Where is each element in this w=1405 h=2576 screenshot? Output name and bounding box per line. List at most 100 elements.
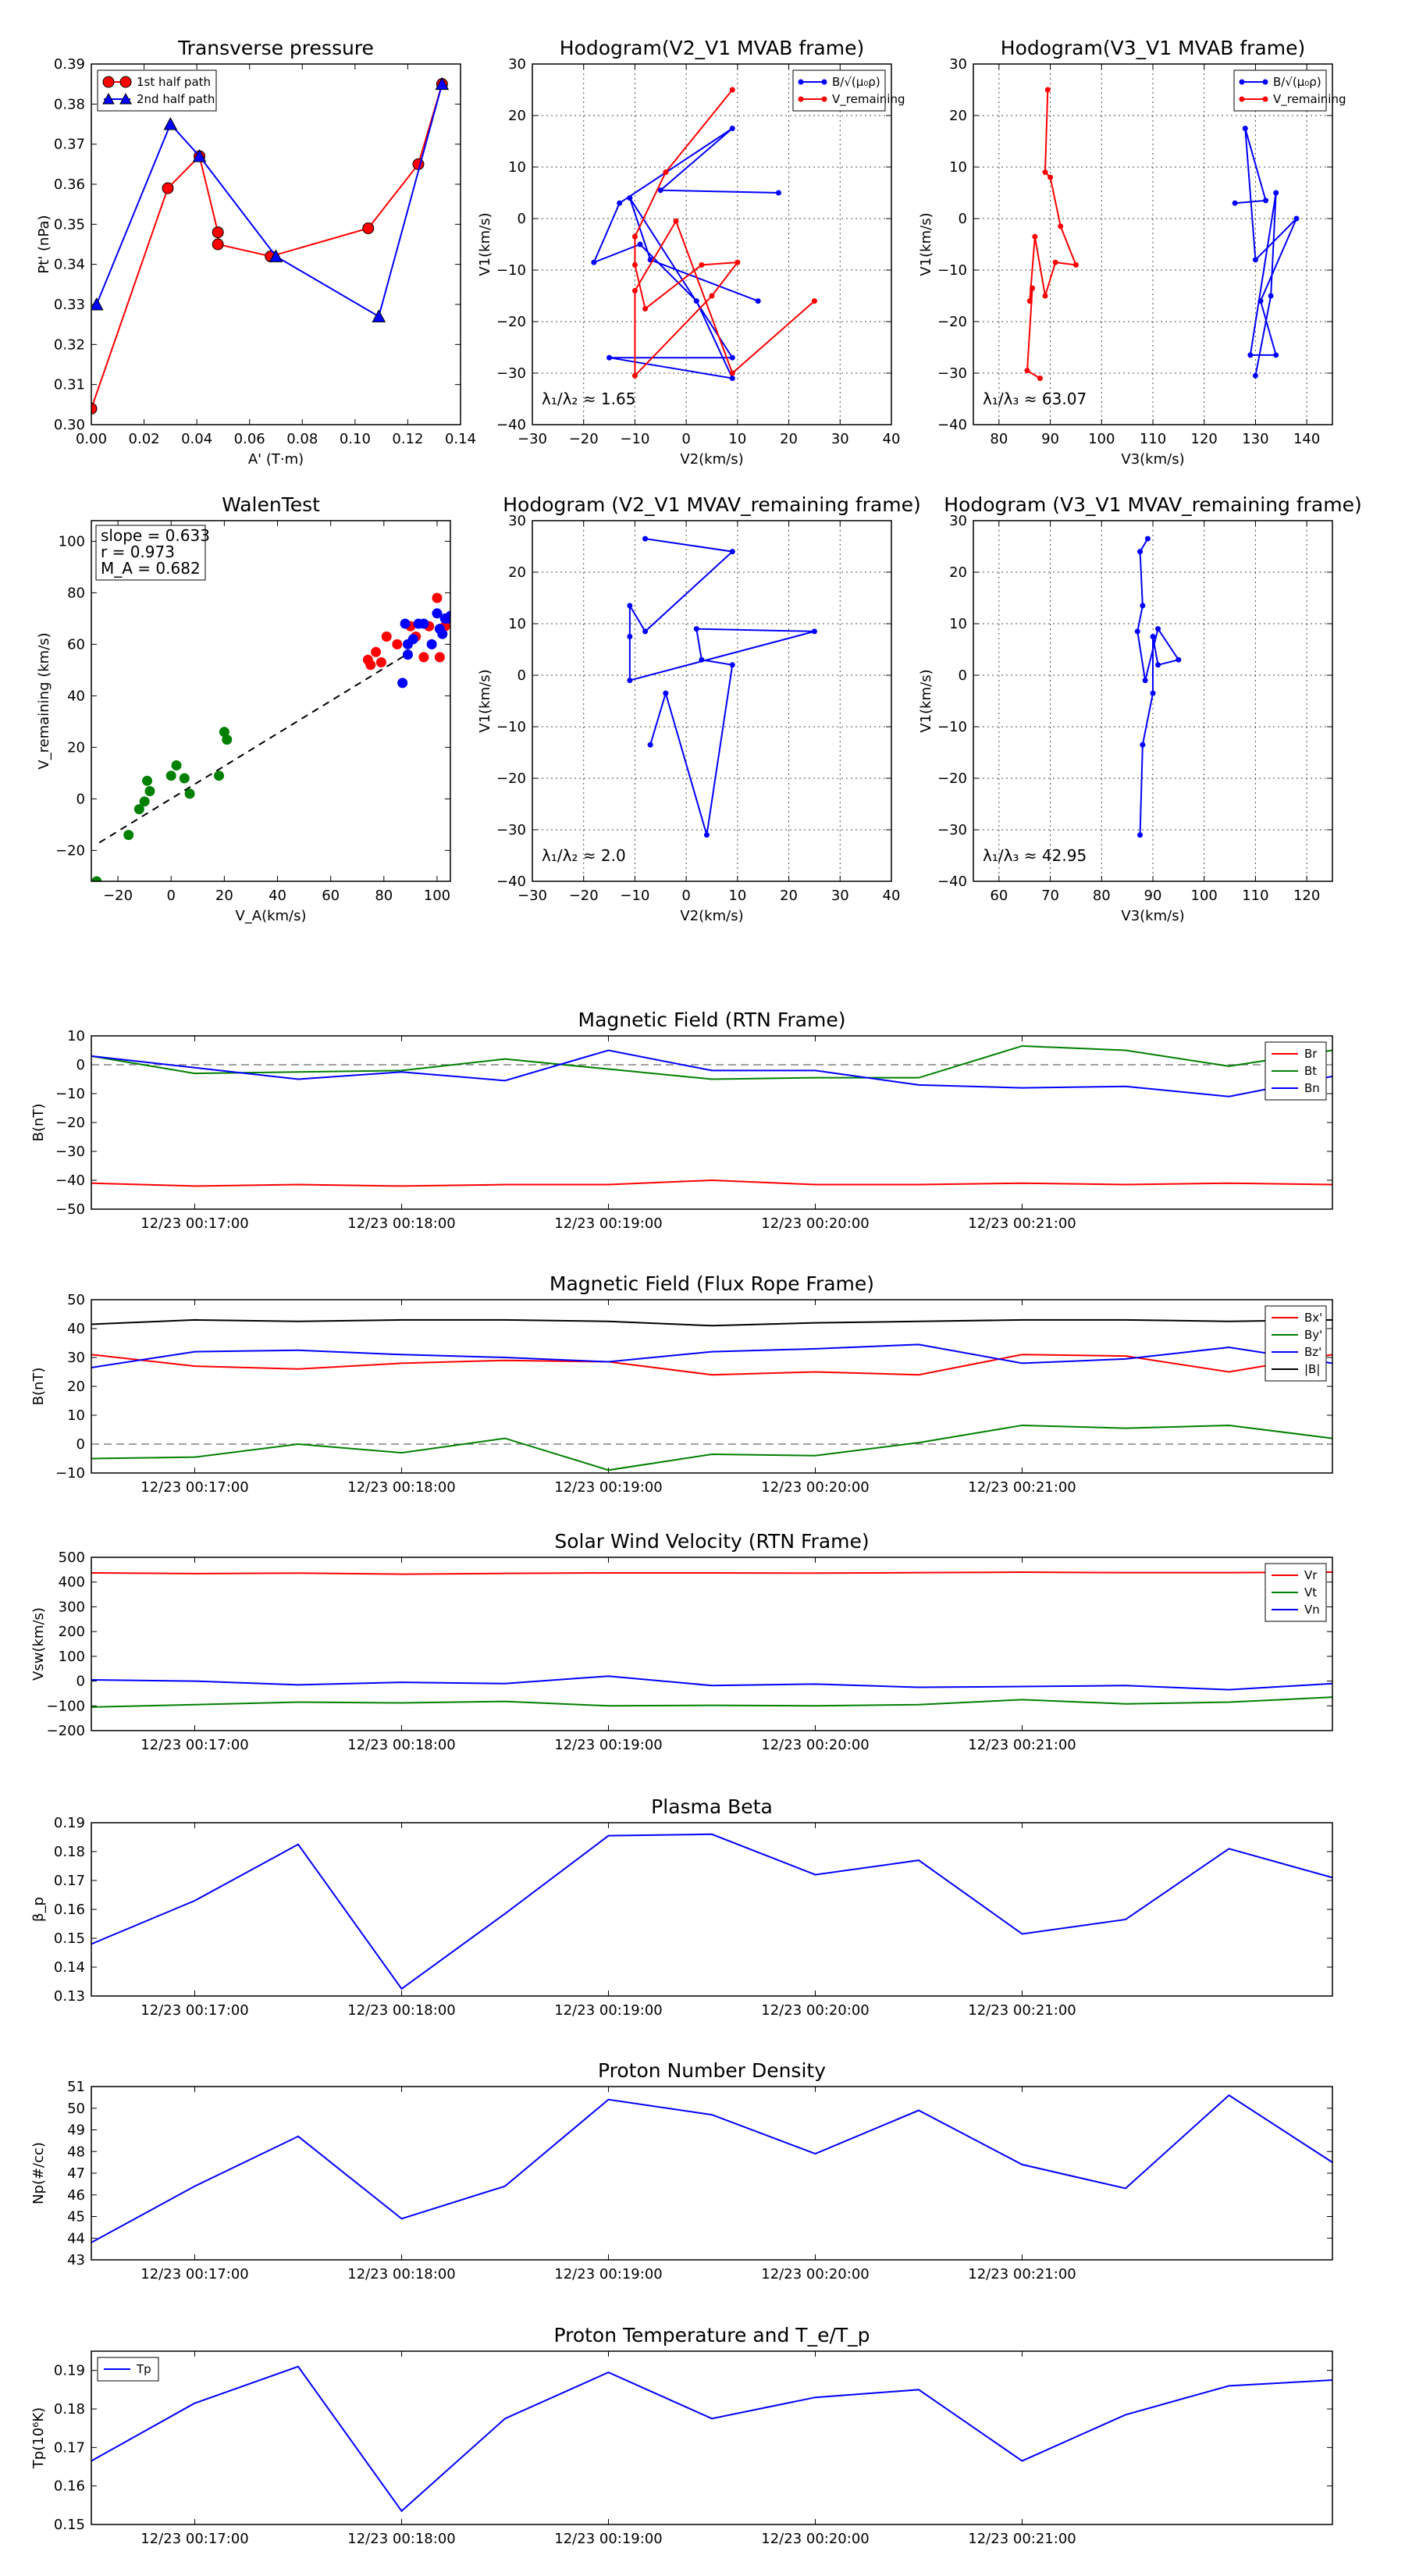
x-axis-label: V3(km/s) [1121, 451, 1184, 468]
chart-title: Magnetic Field (RTN Frame) [578, 1009, 846, 1031]
data-point [371, 646, 382, 657]
data-point [432, 592, 443, 603]
x-tick-label: 12/23 00:20:00 [761, 1479, 869, 1496]
y-axis-label: V1(km/s) [477, 669, 493, 732]
series-line [91, 84, 443, 409]
data-point [142, 775, 153, 786]
data-point [775, 190, 781, 196]
y-tick-label: 0 [518, 667, 526, 684]
stats-line: slope = 0.633 [101, 526, 210, 545]
data-point [1072, 262, 1079, 268]
y-tick-label: 47 [67, 2165, 85, 2182]
data-point [437, 628, 448, 639]
data-point [1137, 549, 1144, 555]
y-axis-label: V1(km/s) [477, 212, 493, 276]
series-line [91, 1696, 1332, 1708]
y-tick-label: 20 [508, 564, 526, 581]
legend-box [1233, 69, 1327, 112]
data-point [1252, 257, 1258, 263]
plot-frame [91, 63, 461, 425]
y-tick-label: 0.17 [54, 1873, 85, 1889]
y-tick-label: 0 [76, 1674, 85, 1690]
data-point [434, 652, 445, 663]
y-tick-label: −40 [496, 873, 526, 890]
data-layer [91, 2365, 1332, 2513]
plot-frame [91, 1035, 1333, 1210]
data-point [1155, 662, 1161, 668]
y-tick-label: 0 [76, 1057, 85, 1073]
axes: 12/23 00:17:00 12/23 00:18:00 12/23 00:19:… [30, 1530, 1332, 1753]
y-tick-label: −10 [55, 1086, 85, 1102]
legend-entry: Br [1304, 1047, 1318, 1061]
series-line [95, 84, 443, 318]
data-layer [591, 87, 817, 382]
y-tick-label: 200 [59, 1624, 85, 1640]
y-tick-label: 0.19 [54, 2363, 85, 2379]
data-point [375, 657, 386, 667]
data-point [192, 149, 207, 162]
x-tick-label: 120 [1191, 431, 1218, 447]
plot-frame [91, 1822, 1333, 1997]
y-tick-label: −20 [496, 770, 526, 787]
data-point [729, 126, 735, 131]
x-tick-label: 140 [1293, 431, 1320, 447]
y-tick-label: 0.36 [54, 176, 85, 193]
data-point [212, 238, 224, 251]
y-tick-label: 0.33 [54, 297, 85, 313]
chart-title: Hodogram(V3_V1 MVAB frame) [1001, 37, 1305, 59]
y-tick-label: 20 [949, 564, 967, 581]
y-tick-label: −20 [937, 770, 967, 787]
y-tick-label: 0.39 [54, 56, 85, 73]
y-tick-label: −40 [496, 417, 526, 433]
y-tick-label: 10 [67, 1028, 85, 1044]
y-tick-label: 0.35 [54, 216, 85, 233]
y-tick-label: 50 [67, 2101, 85, 2117]
x-tick-label: 12/23 00:19:00 [554, 2531, 662, 2547]
chart-solar-wind-velocity: 12/23 00:17:00 12/23 00:18:00 12/23 00:19:… [30, 1530, 1333, 1753]
data-point [1058, 223, 1064, 229]
legend-entry: Bn [1304, 1081, 1320, 1095]
data-layer [1024, 87, 1300, 382]
series-line [91, 1424, 1332, 1471]
y-tick-label: 100 [59, 1649, 85, 1665]
data-point [617, 200, 623, 206]
data-point [1142, 678, 1148, 684]
legend-entry: Bz' [1304, 1345, 1321, 1359]
x-tick-label: 12/23 00:18:00 [347, 1479, 455, 1496]
x-tick-label: 12/23 00:18:00 [347, 2266, 455, 2282]
y-tick-label: −40 [937, 417, 967, 433]
series-line [91, 1343, 1332, 1368]
plot-frame [91, 520, 451, 882]
x-tick-label: 0.14 [445, 431, 476, 447]
y-tick-label: 46 [67, 2187, 85, 2204]
y-tick-label: −10 [496, 719, 526, 735]
legend-box [792, 69, 886, 112]
legend-marker [821, 96, 827, 102]
y-tick-label: −30 [55, 1144, 85, 1160]
x-tick-label: 12/23 00:21:00 [968, 1737, 1076, 1753]
data-point [91, 876, 102, 881]
legend-entry: 2nd half path [137, 92, 215, 106]
chart-transverse-pressure: 0.00 0.02 0.04 0.06 0.08 0.10 0.12 0.14 0.30 0.31… [36, 37, 476, 468]
data-point [402, 649, 413, 660]
data-point [693, 298, 699, 304]
data-point [1257, 298, 1264, 304]
chart-magnetic-field-flux-rope: 12/23 00:17:00 12/23 00:18:00 12/23 00:19:… [30, 1272, 1333, 1496]
x-tick-label: 20 [215, 888, 233, 904]
y-tick-label: −30 [496, 365, 526, 382]
x-tick-label: 12/23 00:21:00 [968, 2002, 1076, 2019]
legend-marker [1262, 96, 1268, 102]
legend-entry: Bx' [1304, 1311, 1322, 1325]
data-point [1263, 197, 1269, 204]
data-point [729, 354, 735, 361]
y-tick-label: 0.18 [54, 1844, 85, 1860]
data-point [606, 354, 613, 361]
chart-proton-number-density: 12/23 00:17:00 12/23 00:18:00 12/23 00:19:… [30, 2059, 1333, 2282]
y-tick-label: 51 [67, 2079, 85, 2095]
x-tick-label: 40 [883, 431, 901, 447]
data-point [418, 618, 429, 629]
x-tick-label: 30 [831, 431, 849, 447]
axes: 12/23 00:17:00 12/23 00:18:00 12/23 00:19:… [30, 1009, 1332, 1232]
x-tick-label: 0 [681, 431, 690, 447]
